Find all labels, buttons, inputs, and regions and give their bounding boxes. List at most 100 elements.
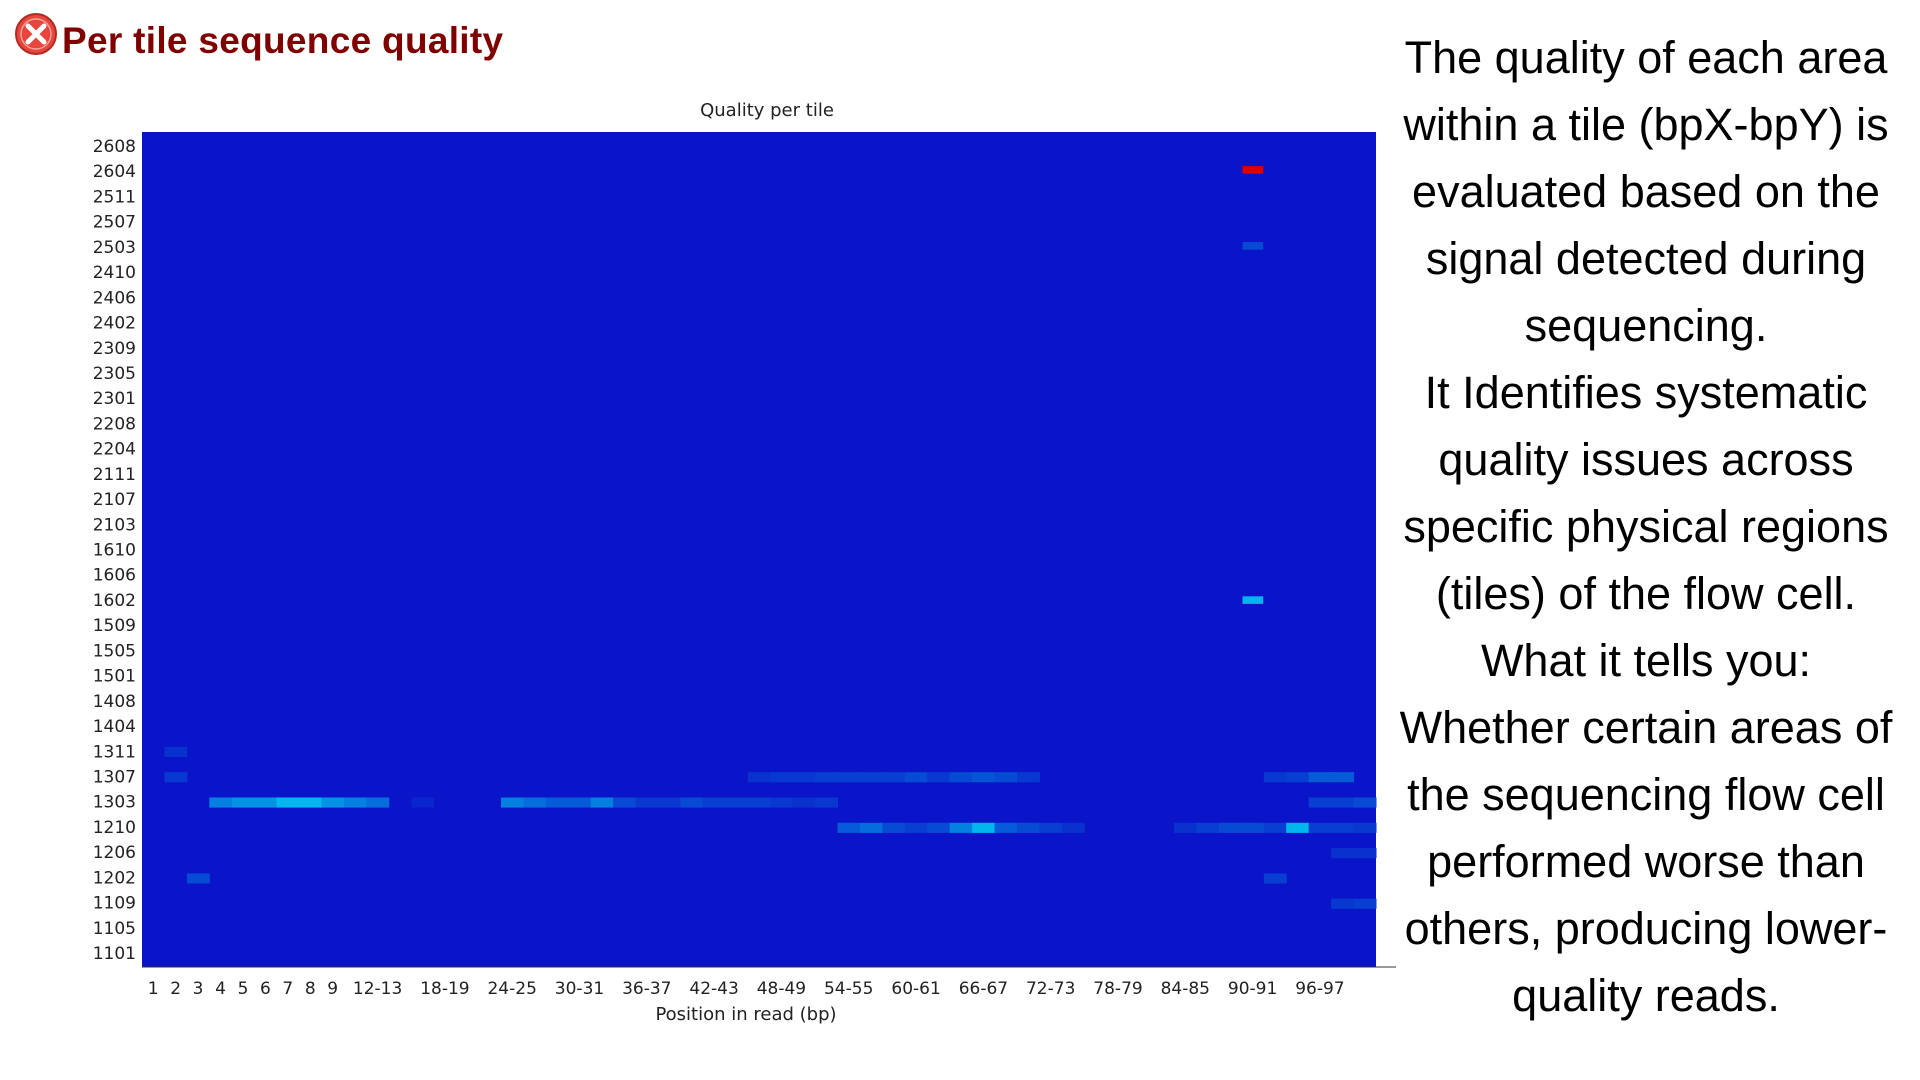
heatmap-cell	[859, 822, 883, 833]
y-axis-tick-labels: 2608 2604 2511 2507 2503 2410 2406 2402 2309 2305…	[93, 137, 136, 964]
x-tick-label: 72-73	[1026, 979, 1075, 999]
explanation-line: evaluated based on the	[1412, 166, 1880, 217]
heatmap-cell	[1263, 772, 1287, 783]
heatmap-cell	[949, 822, 973, 833]
explanation-line: quality reads.	[1512, 970, 1780, 1021]
heatmap-cell	[411, 797, 435, 808]
heatmap-cell	[1331, 848, 1355, 859]
y-tick-label: 2305	[93, 364, 136, 384]
heatmap-cell	[299, 797, 322, 808]
x-tick-label: 30-31	[555, 979, 604, 999]
y-tick-label: 1610	[93, 541, 136, 561]
x-tick-label: 60-61	[891, 979, 940, 999]
heatmap-cell	[1331, 797, 1355, 808]
x-tick-label: 7	[282, 979, 293, 999]
y-tick-label: 1311	[93, 742, 136, 762]
y-tick-label: 2507	[93, 213, 136, 233]
explanation-text: The quality of each area within a tile (b…	[1372, 24, 1920, 1029]
y-tick-label: 1404	[93, 717, 136, 737]
explanation-line: quality issues across	[1438, 434, 1854, 485]
heatmap-cell	[904, 772, 928, 783]
heatmap-cell	[747, 797, 771, 808]
y-tick-label: 1509	[93, 616, 136, 636]
x-tick-label: 66-67	[959, 979, 1008, 999]
x-tick-label: 12-13	[353, 979, 402, 999]
explanation-line: performed worse than	[1427, 836, 1865, 887]
heatmap-cell	[276, 797, 300, 808]
x-tick-label: 78-79	[1093, 979, 1142, 999]
heatmap-cell	[1196, 822, 1220, 833]
y-tick-label: 2208	[93, 414, 136, 434]
y-tick-label: 1210	[93, 818, 136, 838]
x-tick-label: 48-49	[757, 979, 806, 999]
x-axis-label: Position in read (bp)	[655, 1004, 836, 1025]
heatmap-cell	[321, 797, 345, 808]
heatmap-cell	[815, 772, 839, 783]
explanation-line: What it tells you:	[1480, 635, 1812, 686]
heatmap-cell	[164, 746, 188, 757]
y-tick-label: 1105	[93, 919, 136, 939]
y-tick-label: 2503	[93, 238, 136, 258]
heatmap-plot-area	[142, 132, 1396, 968]
heatmap-cell	[1308, 772, 1332, 783]
heatmap-cell	[613, 797, 637, 808]
heatmap-cell	[1061, 822, 1085, 833]
heatmap-cell	[680, 797, 704, 808]
heatmap-cell	[882, 772, 906, 783]
quality-per-tile-heatmap: Quality per tile 26082604251125072503241…	[93, 100, 1396, 1025]
heatmap-cell	[1017, 822, 1040, 833]
heatmap-cell	[949, 772, 973, 783]
heatmap-cell	[1308, 822, 1332, 833]
y-tick-label: 1501	[93, 667, 136, 687]
x-tick-label: 3	[193, 979, 204, 999]
y-tick-label: 2103	[93, 515, 136, 535]
y-tick-label: 2402	[93, 314, 136, 334]
heatmap-cell	[725, 797, 749, 808]
section-title: Per tile sequence quality	[62, 20, 504, 61]
x-tick-label: 9	[327, 979, 338, 999]
heatmap-cell	[1242, 166, 1264, 174]
heatmap-cell	[164, 772, 188, 783]
heatmap-cell	[1308, 797, 1332, 808]
heatmap-cell	[972, 822, 996, 833]
y-tick-label: 1505	[93, 641, 136, 661]
heatmap-cell	[1263, 873, 1287, 884]
heatmap-cell	[523, 797, 547, 808]
y-tick-label: 1408	[93, 692, 136, 712]
x-tick-label: 4	[215, 979, 226, 999]
explanation-line: the sequencing flow cell	[1407, 769, 1885, 820]
heatmap-cell	[792, 797, 816, 808]
heatmap-cell	[837, 772, 861, 783]
heatmap-cell	[366, 797, 390, 808]
chart-title: Quality per tile	[700, 100, 834, 121]
y-tick-label: 2301	[93, 389, 136, 409]
y-tick-label: 2511	[93, 187, 136, 207]
heatmap-cell	[882, 822, 906, 833]
heatmap-cell	[1353, 848, 1377, 859]
y-tick-label: 2608	[93, 137, 136, 157]
heatmap-cell	[1263, 822, 1287, 833]
x-tick-label: 54-55	[824, 979, 873, 999]
heatmap-cell	[1331, 772, 1355, 783]
heatmap-cell	[1353, 797, 1377, 808]
y-tick-label: 2406	[93, 288, 136, 308]
heatmap-cell	[702, 797, 726, 808]
explanation-line: sequencing.	[1524, 300, 1768, 351]
heatmap-cell	[1174, 822, 1198, 833]
x-tick-label: 24-25	[487, 979, 536, 999]
heatmap-cell	[747, 772, 771, 783]
heatmap-cell	[1218, 822, 1242, 833]
y-tick-label: 1206	[93, 843, 136, 863]
x-tick-label: 84-85	[1161, 979, 1210, 999]
heatmap-cell	[1331, 898, 1355, 909]
heatmap-cell	[1241, 822, 1265, 833]
heatmap-cell	[994, 772, 1018, 783]
y-tick-label: 1202	[93, 868, 136, 888]
heatmap-cell	[904, 822, 928, 833]
heatmap-cell	[972, 772, 996, 783]
x-tick-label: 36-37	[622, 979, 671, 999]
heatmap-cell	[859, 772, 883, 783]
y-tick-label: 2107	[93, 490, 136, 510]
x-tick-label: 6	[260, 979, 271, 999]
x-tick-label: 90-91	[1228, 979, 1277, 999]
